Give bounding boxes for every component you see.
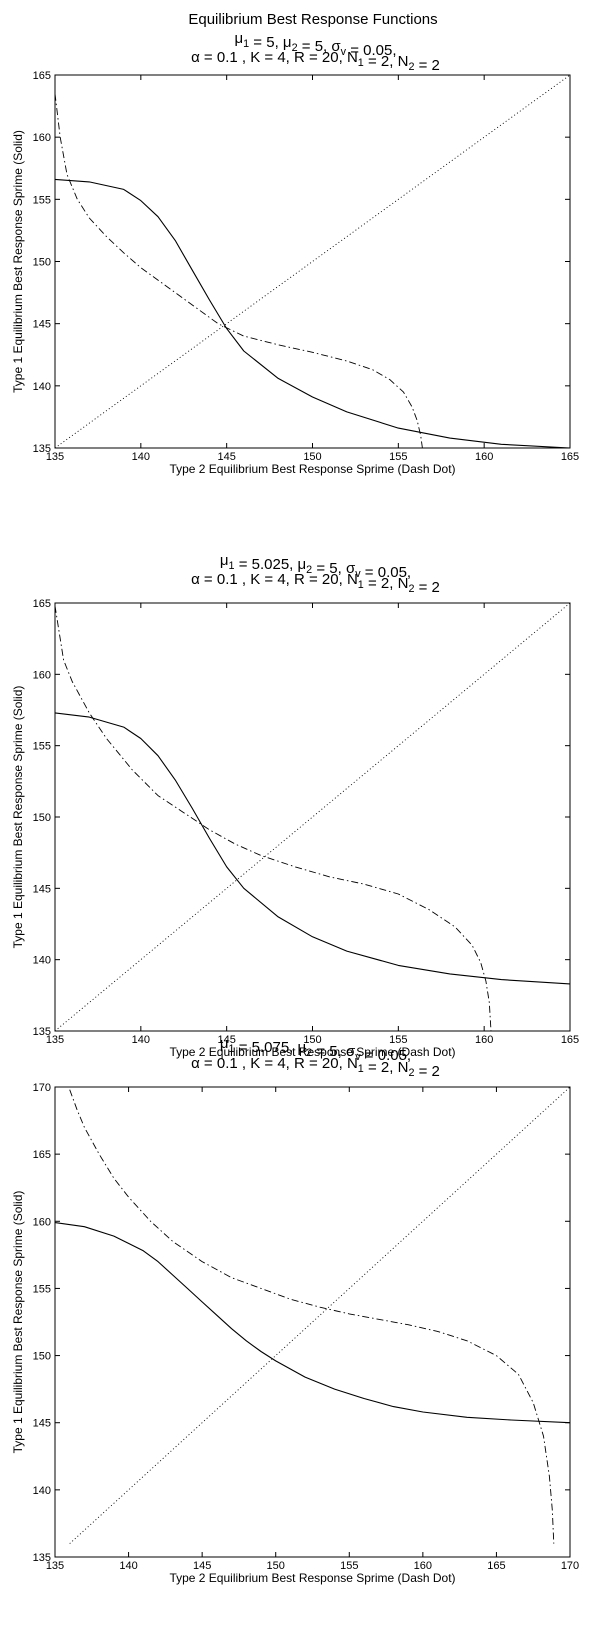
x-tick-label: 155 xyxy=(389,1034,407,1046)
diagonal-dotted-line xyxy=(55,75,570,448)
chart-3: μ1 = 5.075, μ2 = 5, σv = 0.05,α = 0.1 , … xyxy=(11,1035,579,1585)
x-tick-label: 140 xyxy=(132,1034,150,1046)
x-axis-label: Type 2 Equilibrium Best Response Sprime … xyxy=(169,462,455,476)
chart-title-line-2: α = 0.1 , K = 4, R = 20, N1 = 2, N2 = 2 xyxy=(191,571,440,596)
y-tick-label: 155 xyxy=(33,741,51,753)
x-tick-label: 160 xyxy=(475,1034,493,1046)
chart-title-line-1: μ1 = 5.025, μ2 = 5, σv = 0.05, xyxy=(220,552,411,581)
y-tick-label: 165 xyxy=(33,70,51,82)
chart-1: μ1 = 5, μ2 = 5, σv = 0.05,α = 0.1 , K = … xyxy=(11,30,579,476)
y-tick-label: 160 xyxy=(33,132,51,144)
y-tick-label: 150 xyxy=(33,257,51,269)
x-tick-label: 170 xyxy=(561,1560,579,1572)
x-tick-label: 145 xyxy=(193,1560,211,1572)
y-tick-label: 135 xyxy=(33,443,51,455)
y-tick-label: 150 xyxy=(33,812,51,824)
y-tick-label: 140 xyxy=(33,1485,51,1497)
x-tick-label: 150 xyxy=(267,1560,285,1572)
x-tick-label: 140 xyxy=(119,1560,137,1572)
diagonal-dotted-line xyxy=(69,1087,570,1544)
y-axis-label: Type 1 Equilibrium Best Response Sprime … xyxy=(11,130,25,393)
x-tick-label: 160 xyxy=(475,451,493,463)
x-tick-label: 165 xyxy=(487,1560,505,1572)
y-axis-label: Type 1 Equilibrium Best Response Sprime … xyxy=(11,1191,25,1454)
x-tick-label: 145 xyxy=(217,451,235,463)
chart-title-line-1: μ1 = 5, μ2 = 5, σv = 0.05, xyxy=(234,30,396,59)
y-tick-label: 165 xyxy=(33,598,51,610)
chart-title-line-2: α = 0.1 , K = 4, R = 20, N1 = 2, N2 = 2 xyxy=(191,49,440,74)
y-tick-label: 155 xyxy=(33,1283,51,1295)
figure-suptitle: Equilibrium Best Response Functions xyxy=(188,11,437,28)
diagonal-dotted-line xyxy=(55,603,570,1031)
y-tick-label: 145 xyxy=(33,319,51,331)
y-axis-label: Type 1 Equilibrium Best Response Sprime … xyxy=(11,686,25,949)
type2-dashdot-line xyxy=(55,605,492,1031)
y-tick-label: 135 xyxy=(33,1552,51,1564)
x-tick-label: 150 xyxy=(303,451,321,463)
y-tick-label: 160 xyxy=(33,669,51,681)
type1-solid-line xyxy=(55,712,570,985)
plot-frame xyxy=(54,1086,571,1558)
x-tick-label: 155 xyxy=(340,1560,358,1572)
y-tick-label: 170 xyxy=(33,1082,51,1094)
y-tick-label: 150 xyxy=(33,1351,51,1363)
chart-title-line-1: μ1 = 5.075, μ2 = 5, σv = 0.05, xyxy=(220,1035,411,1064)
y-tick-label: 165 xyxy=(33,1149,51,1161)
y-tick-label: 140 xyxy=(33,381,51,393)
y-tick-label: 155 xyxy=(33,194,51,206)
y-tick-label: 145 xyxy=(33,1418,51,1430)
x-tick-label: 165 xyxy=(561,451,579,463)
x-tick-label: 135 xyxy=(46,1034,64,1046)
y-tick-label: 135 xyxy=(33,1026,51,1038)
x-tick-label: 155 xyxy=(389,451,407,463)
x-tick-label: 160 xyxy=(414,1560,432,1572)
x-axis-label: Type 2 Equilibrium Best Response Sprime … xyxy=(169,1045,455,1059)
x-tick-label: 165 xyxy=(561,1034,579,1046)
y-tick-label: 140 xyxy=(33,955,51,967)
chart-title-line-2: α = 0.1 , K = 4, R = 20, N1 = 2, N2 = 2 xyxy=(191,1055,440,1080)
type1-solid-line xyxy=(55,1222,570,1424)
x-tick-label: 150 xyxy=(303,1034,321,1046)
x-tick-label: 145 xyxy=(217,1034,235,1046)
x-axis-label: Type 2 Equilibrium Best Response Sprime … xyxy=(169,1571,455,1585)
type1-solid-line xyxy=(55,178,570,448)
chart-2: μ1 = 5.025, μ2 = 5, σv = 0.05,α = 0.1 , … xyxy=(11,552,579,1059)
x-tick-label: 135 xyxy=(46,1560,64,1572)
y-tick-label: 160 xyxy=(33,1216,51,1228)
type2-dashdot-line xyxy=(69,1089,555,1544)
y-tick-label: 145 xyxy=(33,883,51,895)
x-tick-label: 140 xyxy=(132,451,150,463)
plot-frame xyxy=(54,602,571,1032)
type2-dashdot-line xyxy=(55,93,423,448)
x-tick-label: 135 xyxy=(46,451,64,463)
